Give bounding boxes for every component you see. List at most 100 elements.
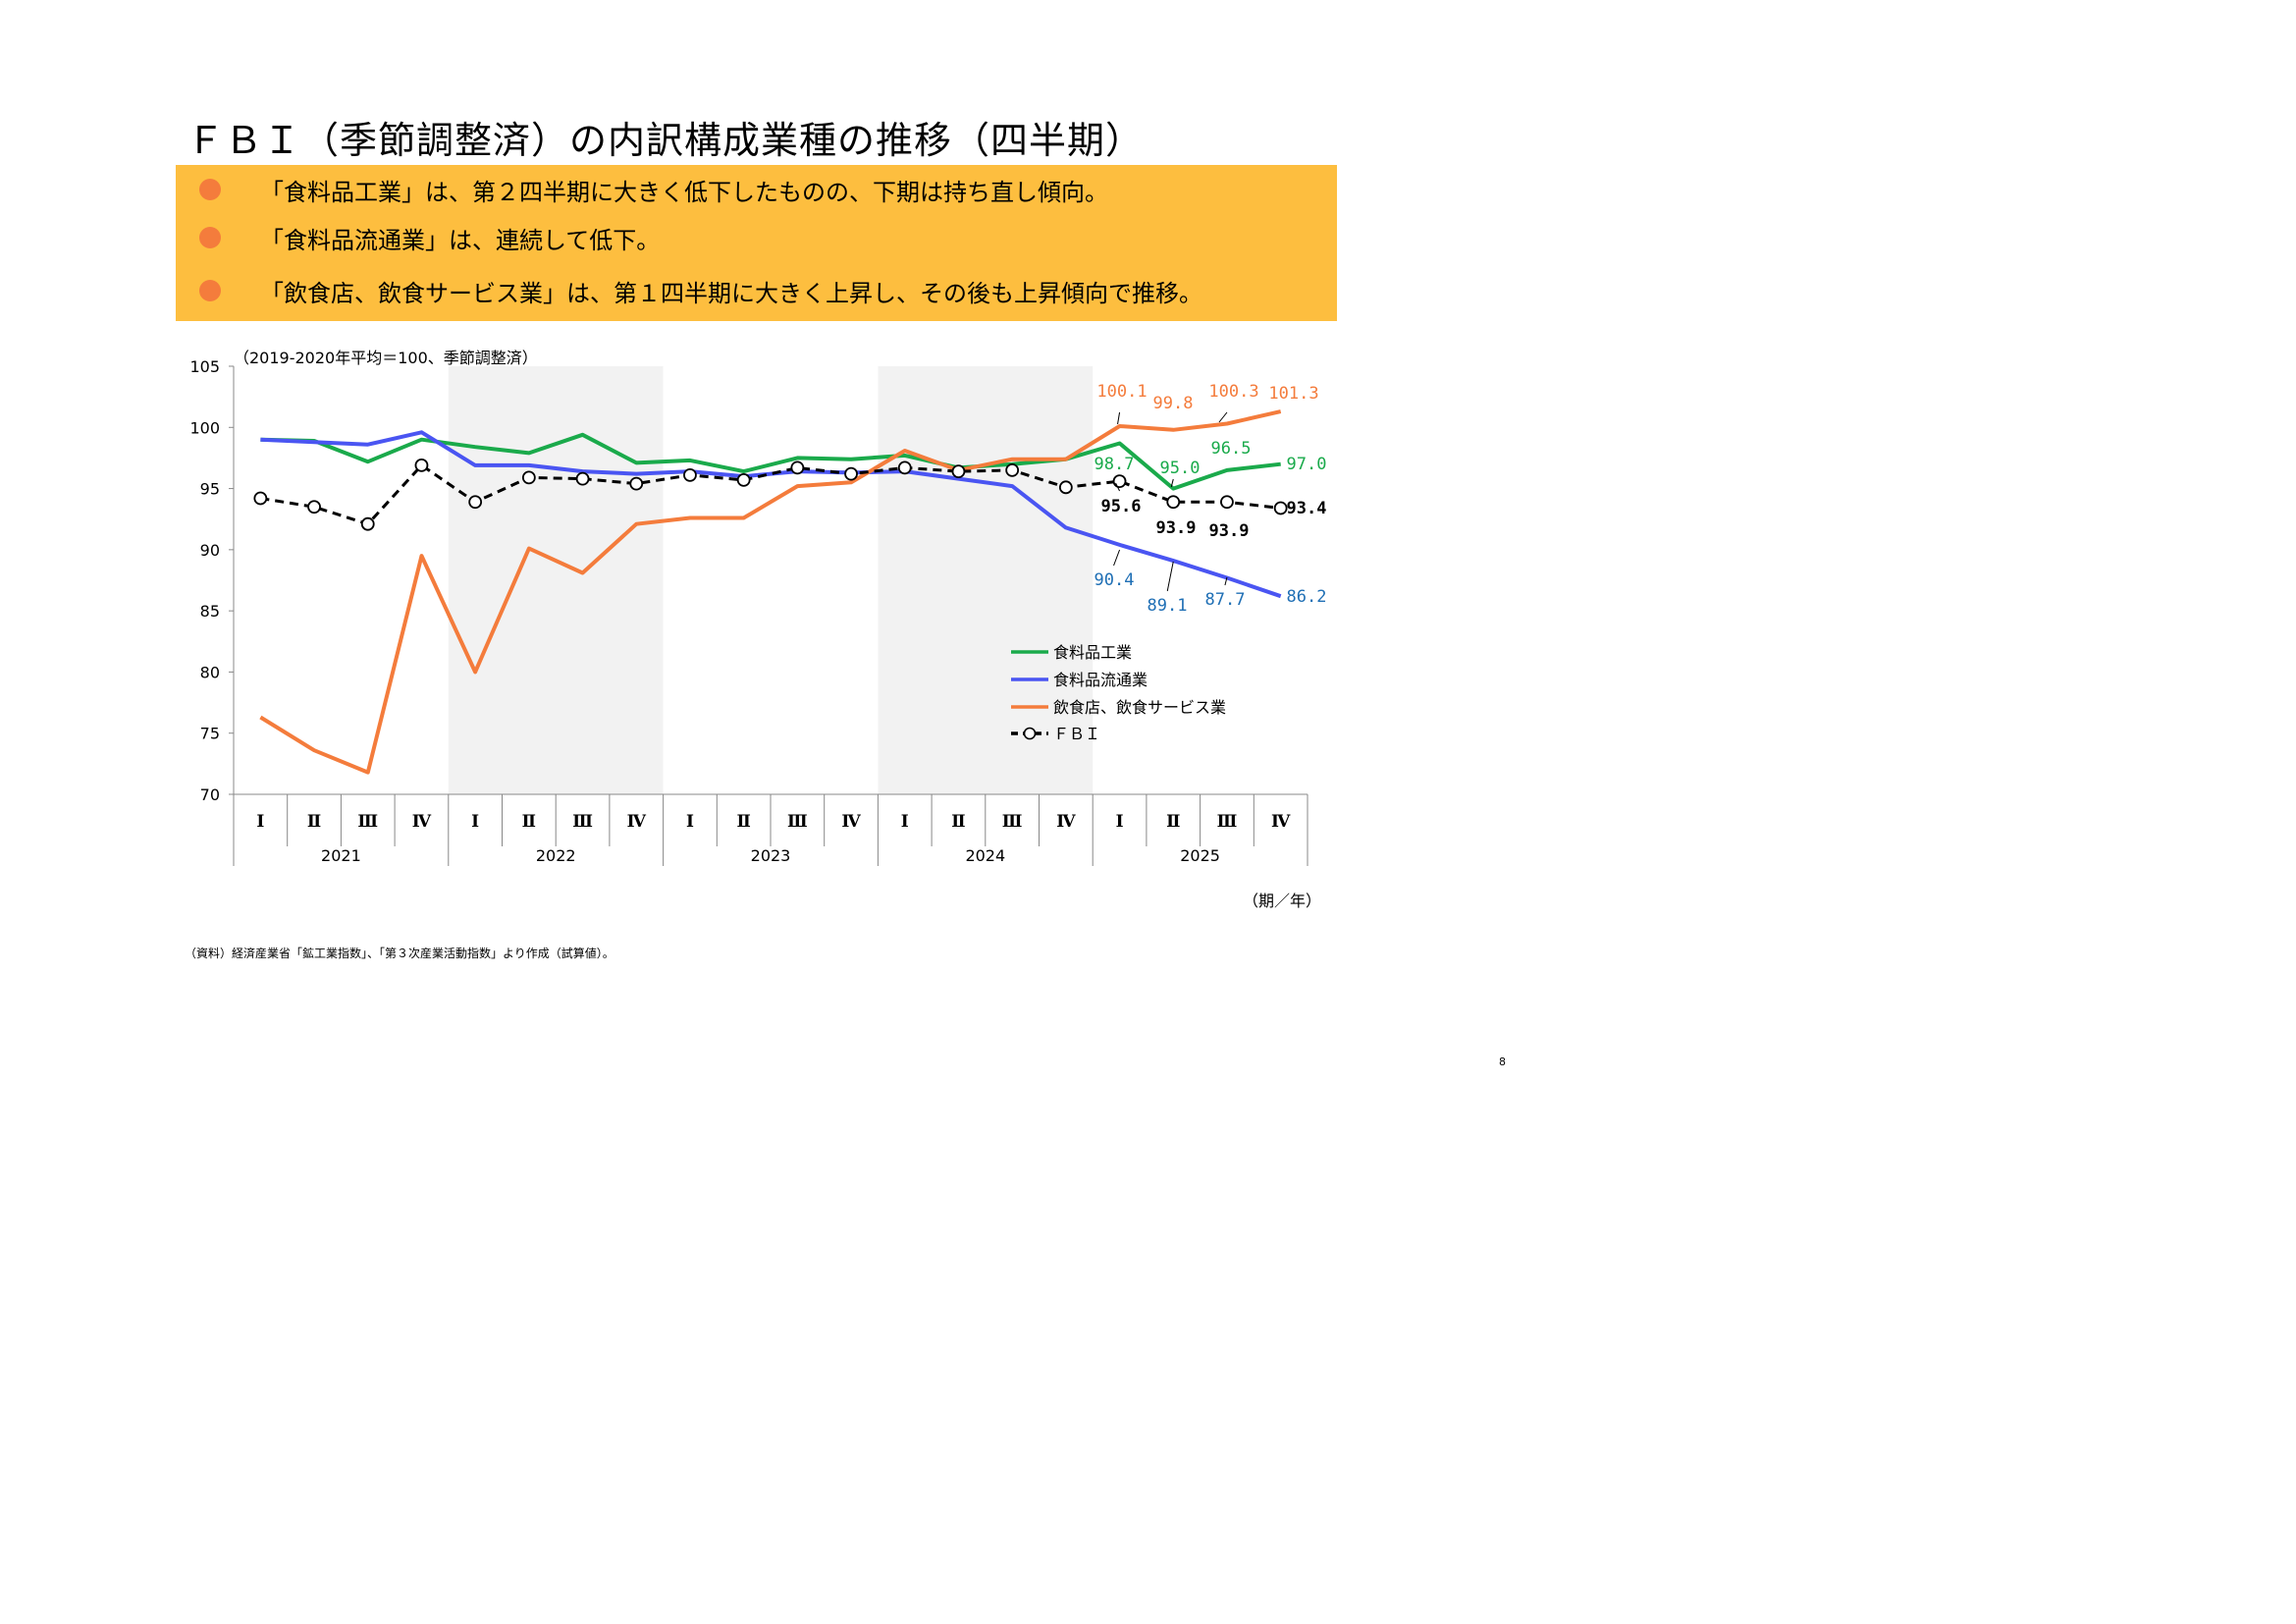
bullet-dot-icon [199,179,221,200]
year-label: 2022 [536,846,576,865]
x-axis-label: （期／年） [1243,892,1321,910]
data-point [307,500,321,514]
quarter-label: Ⅰ [471,812,479,832]
quarter-label: Ⅱ [307,812,321,832]
series-line [260,463,1281,526]
data-point [790,460,805,475]
data-point [1166,495,1181,510]
data-label: 93.9 [1156,518,1197,538]
quarter-label: Ⅲ [787,812,808,832]
shaded-band [878,366,1094,794]
bullet-text: 「食料品流通業」は、連続して低下。 [260,227,661,254]
data-label: 87.7 [1205,590,1246,610]
quarter-label: Ⅰ [901,812,909,832]
data-point [1005,462,1020,477]
series-line [260,430,1282,599]
quarter-label: Ⅳ [841,812,861,832]
page-title: ＦＢＩ（季節調整済）の内訳構成業種の推移（四半期） [187,119,1145,162]
bullet-text: 「飲食店、飲食サービス業」は、第１四半期に大きく上昇し、その後も上昇傾向で推移。 [260,280,1202,307]
legend-label: ＦＢＩ [1053,725,1100,743]
y-tick-label: 80 [200,663,220,681]
shaded-band [448,366,664,794]
data-label: 100.1 [1096,382,1147,402]
year-label: 2024 [965,846,1005,865]
legend-marker [1023,727,1037,740]
data-label: 95.6 [1101,497,1142,516]
data-point [414,459,429,472]
y-tick-label: 100 [189,418,220,437]
quarter-label: Ⅲ [1002,812,1023,832]
leader-line [1224,576,1228,586]
data-point [897,460,912,475]
legend-label: 食料品流通業 [1053,671,1148,689]
leader-line [1166,561,1174,592]
data-point [736,472,751,487]
quarter-label: Ⅳ [627,812,647,832]
quarter-label: Ⅱ [951,812,965,832]
quarter-label: Ⅲ [572,812,593,832]
legend-label: 飲食店、飲食サービス業 [1053,698,1226,717]
quarter-label: Ⅱ [736,812,750,832]
quarter-label: Ⅳ [1271,812,1291,832]
data-label: 86.2 [1287,587,1327,607]
quarter-label: Ⅲ [357,812,378,832]
data-point [253,491,268,506]
source-note: （資料）経済産業省「鉱工業指数」、「第３次産業活動指数」より作成（試算値）。 [185,947,614,960]
data-point [683,467,697,482]
leader-line [1170,478,1174,488]
bullet-dot-icon [199,280,221,301]
bullet-dot-icon [199,227,221,248]
y-tick-label: 75 [200,725,220,743]
data-point [521,470,536,485]
y-tick-label: 90 [200,541,220,560]
y-tick-label: 70 [200,785,220,804]
page-number: 8 [1499,1056,1506,1068]
data-point [1220,495,1234,510]
data-point [360,516,375,531]
quarter-label: Ⅰ [686,812,694,832]
leader-line [1218,411,1228,423]
bullet-item: 「食料品流通業」は、連続して低下。 [176,217,1337,256]
legend-label: 食料品工業 [1053,643,1132,662]
data-point [1058,480,1073,495]
data-label: 97.0 [1287,455,1327,474]
quarter-label: Ⅳ [412,812,432,832]
data-label: 98.7 [1095,455,1135,474]
y-tick-label: 95 [200,480,220,499]
quarter-label: Ⅲ [1217,812,1238,832]
data-point [844,466,858,481]
data-point [1112,474,1127,488]
data-label: 89.1 [1148,596,1188,616]
quarter-label: Ⅳ [1056,812,1076,832]
data-label: 99.8 [1153,394,1194,413]
data-point [1273,501,1288,515]
data-label: 93.9 [1209,521,1250,541]
series-line [259,409,1282,775]
series-line [260,432,1281,491]
y-tick-label: 85 [200,602,220,621]
data-label: 100.3 [1208,382,1258,402]
bullet-item: 「飲食店、飲食サービス業」は、第１四半期に大きく上昇し、その後も上昇傾向で推移。 [176,270,1337,309]
year-label: 2023 [751,846,791,865]
data-label: 101.3 [1268,384,1318,404]
summary-banner: 「食料品工業」は、第２四半期に大きく低下したものの、下期は持ち直し傾向。 「食料… [176,165,1337,321]
y-tick-label: 105 [189,357,220,376]
data-label: 96.5 [1211,439,1252,459]
year-label: 2021 [321,846,361,865]
quarter-label: Ⅱ [1166,812,1180,832]
data-point [468,495,483,510]
bullet-text: 「食料品工業」は、第２四半期に大きく低下したものの、下期は持ち直し傾向。 [260,179,1108,206]
quarter-label: Ⅰ [256,812,264,832]
year-label: 2025 [1180,846,1220,865]
data-label: 90.4 [1095,570,1135,590]
data-point [629,476,644,491]
line-chart: 70 75 80 85 90 95 100 105 Ⅰ Ⅱ Ⅲ Ⅳ Ⅰ Ⅱ Ⅲ Ⅳ Ⅰ Ⅱ Ⅲ Ⅳ Ⅰ Ⅱ Ⅲ Ⅳ Ⅰ Ⅱ Ⅲ Ⅳ 20… [189,349,1327,910]
data-label: 95.0 [1160,459,1201,478]
leader-line [1117,411,1121,425]
leader-line [1113,549,1121,567]
leader-line [1115,482,1120,492]
unit-note: （2019-2020年平均＝100、季節調整済） [234,349,538,367]
data-label: 93.4 [1287,499,1327,518]
quarter-label: Ⅰ [1116,812,1124,832]
data-point [951,464,966,479]
